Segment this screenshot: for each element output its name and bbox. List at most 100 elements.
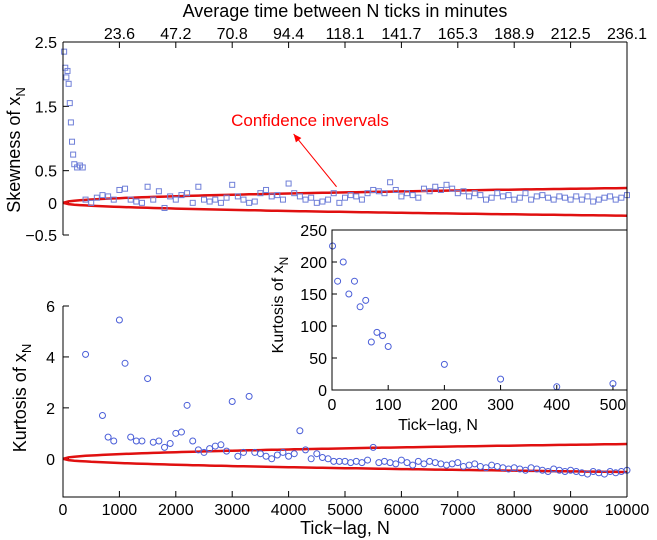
skewness-point: [116, 186, 123, 193]
skewness-point: [601, 194, 608, 201]
skewness-point: [477, 192, 484, 199]
inset-point: [345, 290, 353, 298]
kurtosis-point: [544, 468, 552, 476]
skewness-ylabel-main: Skewness of x: [4, 97, 24, 213]
skewness-point: [67, 119, 74, 126]
kurtosis-point: [584, 470, 592, 478]
skewness-point: [437, 186, 444, 193]
skewness-point: [308, 194, 315, 201]
kurtosis-x-tick-label: 6000: [384, 502, 420, 519]
skewness-point: [279, 196, 286, 203]
kurtosis-point: [166, 440, 174, 448]
skewness-point: [184, 190, 191, 197]
skewness-point: [370, 186, 377, 193]
top-axis-tick-label: 23.6: [104, 26, 135, 43]
kurtosis-point: [437, 460, 445, 468]
kurtosis-x-tick-label: 3000: [214, 502, 250, 519]
skewness-point: [347, 192, 354, 199]
skewness-point: [409, 192, 416, 199]
top-axis-tick-label: 118.1: [326, 26, 365, 43]
annotation: Confidence invervals: [231, 111, 389, 188]
inset-xlabel: Tick−lag, N: [398, 417, 478, 434]
skewness-point: [63, 74, 70, 81]
kurtosis-point: [448, 460, 456, 468]
kurtosis-ylabel-sub: N: [19, 344, 34, 353]
kurtosis-point: [414, 457, 422, 465]
kurtosis-x-tick-label: 4000: [271, 502, 307, 519]
inset-point: [609, 380, 617, 388]
kurtosis-point: [392, 460, 400, 468]
kurtosis-point: [454, 459, 462, 467]
kurtosis-x-ticks: 0 1000 2000 3000 4000 5000 6000 7000 8000 9000 100…: [59, 491, 649, 519]
skewness-y-tick-label: 1.5: [35, 99, 57, 116]
kurtosis-ylabel: Kurtosis of xN: [10, 344, 34, 452]
kurtosis-point: [279, 448, 287, 456]
skewness-point: [127, 196, 134, 203]
skewness-point: [330, 190, 337, 197]
skewness-point: [607, 193, 614, 200]
top-axis-tick-label: 212.5: [551, 26, 591, 43]
skewness-point: [483, 196, 489, 203]
skewness-point: [291, 190, 298, 197]
kurtosis-point: [352, 457, 360, 465]
skewness-point: [488, 194, 495, 201]
skewness-point: [561, 194, 568, 201]
inset-y-tick-label: 150: [300, 287, 327, 304]
kurtosis-point: [194, 446, 202, 454]
skewness-point: [618, 194, 625, 201]
skewness-point: [590, 198, 597, 205]
skewness-point: [567, 196, 574, 203]
skewness-point: [93, 194, 100, 201]
skewness-point: [263, 186, 270, 193]
kurtosis-point: [302, 446, 310, 454]
kurtosis-point: [121, 359, 129, 367]
skewness-point: [313, 199, 320, 206]
skewness-point: [420, 185, 427, 192]
skewness-point: [387, 179, 394, 186]
skewness-point: [573, 193, 580, 200]
skewness-point: [522, 190, 529, 197]
inset-point: [356, 303, 364, 311]
skewness-point: [110, 196, 117, 203]
skewness-point: [161, 204, 168, 211]
kurtosis-point: [245, 392, 253, 400]
kurtosis-point: [330, 457, 338, 465]
inset-y-tick-label: 200: [300, 255, 327, 272]
skewness-point: [325, 196, 332, 203]
kurtosis-point: [369, 443, 377, 451]
skewness-point: [415, 194, 422, 201]
inset-point: [367, 338, 375, 346]
kurtosis-point: [380, 457, 388, 465]
skewness-ylabel-sub: N: [13, 87, 28, 96]
skewness-point: [189, 199, 196, 206]
kurtosis-point: [521, 466, 529, 474]
kurtosis-point: [189, 437, 197, 445]
kurtosis-point: [431, 459, 439, 467]
skewness-point: [172, 196, 179, 203]
svg-text:Kurtosis of xN: Kurtosis of xN: [10, 344, 34, 452]
top-axis-tick-label: 141.7: [381, 26, 421, 43]
kurtosis-point: [488, 461, 496, 469]
annotation-arrow: [293, 133, 337, 188]
kurtosis-point: [426, 457, 434, 465]
skewness-point: [206, 198, 213, 205]
kurtosis-point: [296, 427, 304, 435]
kurtosis-point: [459, 462, 467, 470]
kurtosis-point: [223, 447, 231, 455]
skewness-point: [375, 188, 382, 195]
kurtosis-point: [98, 412, 106, 420]
skewness-point: [505, 192, 512, 199]
kurtosis-point: [234, 452, 242, 460]
inset-y-ticks: 0 50 100 150 200 250: [300, 223, 337, 400]
skewness-point: [82, 196, 89, 203]
skewness-point: [246, 199, 253, 206]
inset-point: [362, 296, 370, 304]
skewness-y-tick-label: 0.5: [35, 164, 57, 181]
inset-point: [440, 360, 448, 368]
skewness-point: [133, 198, 140, 205]
skewness-point: [454, 190, 461, 197]
kurtosis-point: [217, 441, 225, 449]
inset-ylabel-sub: N: [277, 257, 291, 266]
skewness-confidence-band: [62, 186, 628, 217]
top-axis-ticks: 23.6 47.2 70.8 94.4 118.1 141.7 165.3 188.9 212.…: [104, 26, 647, 48]
